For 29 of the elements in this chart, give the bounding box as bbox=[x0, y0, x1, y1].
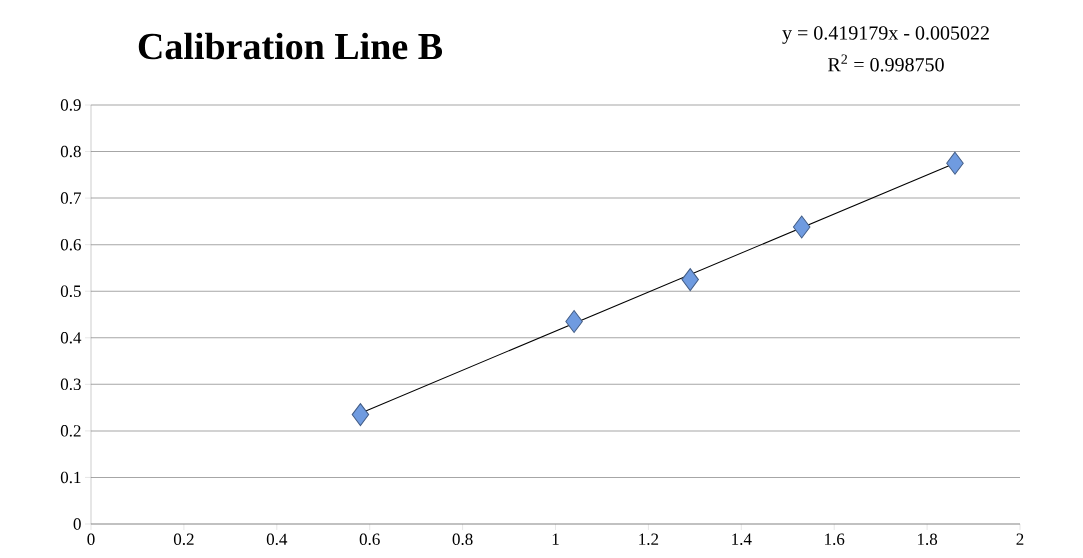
x-tick-label: 1.4 bbox=[732, 533, 752, 545]
point bbox=[565, 309, 583, 333]
x-tick-label: 2 bbox=[1016, 533, 1024, 545]
y-tick-label: 0.3 bbox=[60, 378, 81, 391]
x-tick-label: 0.4 bbox=[266, 533, 288, 546]
point bbox=[946, 151, 964, 175]
x-tick-label: 1.6 bbox=[825, 533, 845, 546]
y-tick-label: 0 bbox=[73, 518, 81, 530]
y-tick-label: 0.7 bbox=[60, 192, 81, 204]
y-tick-label: 0.8 bbox=[60, 145, 81, 158]
point bbox=[681, 268, 699, 292]
y-tick-label: 0.2 bbox=[60, 425, 81, 437]
y-tick-label: 0.5 bbox=[60, 285, 81, 297]
chart-title: Calibration Line B bbox=[138, 32, 443, 60]
point bbox=[351, 403, 370, 427]
x-tick-label: 1 bbox=[552, 533, 559, 545]
point bbox=[792, 215, 811, 239]
x-tick-label: 0.8 bbox=[452, 533, 473, 546]
x-tick-label: 1.8 bbox=[917, 533, 938, 546]
y-tick-label: 0.4 bbox=[60, 332, 82, 344]
x-tick-label: 0.2 bbox=[173, 533, 194, 546]
y-tick-label: 0.9 bbox=[60, 99, 81, 111]
x-tick-label: 0.6 bbox=[359, 533, 380, 546]
y-tick-label: 0.1 bbox=[60, 471, 81, 484]
x-tick-label: 0 bbox=[87, 533, 95, 546]
text: y = 0.419179x - 0.005022 bbox=[782, 26, 989, 44]
text: R$^{2}$ = 0.998750 bbox=[828, 54, 944, 72]
y-tick-label: 0.6 bbox=[60, 238, 81, 251]
x-tick-label: 1.2 bbox=[639, 533, 659, 546]
